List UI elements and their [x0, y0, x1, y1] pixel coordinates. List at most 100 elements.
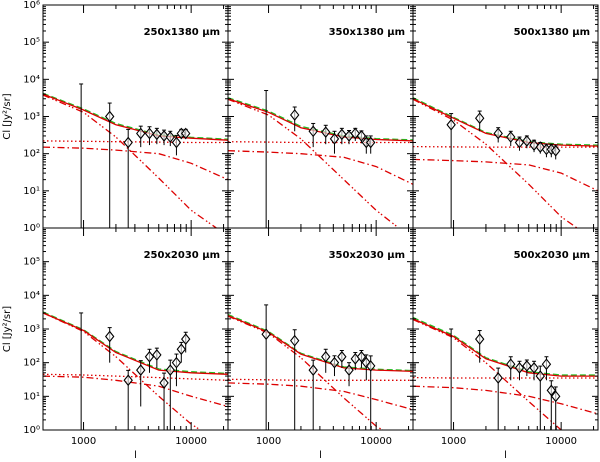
x-tick-label: 10000 [360, 436, 392, 447]
data-point [308, 364, 318, 377]
y-axis-label: Cl [Jy²/sr] [2, 93, 13, 139]
x-tick-label: 1000 [441, 436, 466, 447]
data-point [165, 131, 175, 143]
data-point [289, 109, 300, 121]
data-point [165, 364, 175, 377]
data-point [535, 370, 545, 382]
x-tick-label: 10000 [545, 436, 577, 447]
x-tick-label: 1000 [71, 436, 96, 447]
model-curve [43, 92, 228, 140]
data-point [329, 356, 340, 369]
panel-title: 350x1380 µm [329, 27, 405, 38]
model-curve [228, 150, 413, 185]
x-tick-label: 10000 [175, 436, 207, 447]
x-tick-label: 1000 [256, 436, 281, 447]
data-point [104, 110, 115, 123]
model-curve [228, 141, 413, 144]
panel-title: 250x1380 µm [144, 27, 220, 38]
y-tick-label: 10² [23, 149, 40, 160]
y-tick-label: 10³ [23, 112, 40, 123]
y-tick-label: 10⁴ [23, 74, 40, 85]
model-curve [43, 93, 228, 141]
data-point [337, 128, 347, 141]
data-point [104, 330, 115, 343]
model-curve [228, 314, 413, 373]
model-curve [413, 145, 598, 148]
model-curve [413, 98, 579, 228]
model-curve [43, 375, 228, 408]
model-curve [228, 98, 400, 228]
data-point [546, 384, 557, 397]
y-tick-label: 10² [23, 358, 40, 369]
data-point [329, 132, 340, 145]
plot-area [228, 90, 413, 228]
data-point [171, 136, 182, 149]
data-point [541, 358, 552, 371]
model-curve [413, 319, 563, 430]
data-point [366, 360, 376, 372]
data-point [152, 349, 162, 361]
x-axis-label: l [134, 450, 137, 461]
data-point [308, 125, 318, 138]
data-point [474, 333, 485, 346]
model-curve [228, 315, 385, 430]
data-point [522, 135, 532, 147]
data-point [261, 328, 271, 341]
data-point [506, 358, 516, 371]
panel-title: 250x2030 µm [144, 250, 220, 261]
data-point [551, 144, 561, 157]
model-curve [43, 312, 202, 430]
data-point [136, 364, 146, 377]
data-point [356, 350, 367, 363]
data-point [529, 362, 539, 374]
data-point [514, 362, 525, 374]
data-point [321, 126, 331, 138]
model-curve [228, 97, 413, 141]
data-point [356, 130, 367, 142]
data-point [321, 350, 331, 363]
data-point [551, 390, 561, 403]
data-point [136, 127, 146, 140]
model-curve [413, 316, 598, 376]
y-tick-label: 10⁴ [23, 290, 40, 301]
data-point [446, 118, 456, 131]
model-curve [43, 312, 228, 375]
data-point [176, 343, 187, 356]
y-tick-label: 10¹ [23, 186, 40, 197]
data-point [171, 356, 182, 369]
model-curve [228, 382, 413, 411]
panel-frame [412, 4, 599, 229]
data-point [337, 350, 347, 363]
data-point [123, 374, 133, 387]
data-point [493, 372, 503, 384]
plot-area [413, 97, 598, 228]
model-curve [43, 140, 228, 144]
data-point [522, 360, 532, 372]
data-point [289, 334, 300, 347]
y-tick-label: 10⁵ [23, 257, 40, 268]
data-point [181, 333, 191, 346]
data-point [366, 136, 376, 149]
y-tick-label: 10¹ [23, 391, 40, 402]
data-point [159, 130, 169, 142]
data-point [493, 127, 503, 140]
data-point [506, 131, 516, 143]
model-curve [228, 313, 413, 372]
x-axis-label: l [319, 450, 322, 461]
plot-area [43, 83, 228, 228]
y-tick-label: 10³ [23, 324, 40, 335]
y-tick-label: 10⁰ [23, 223, 40, 234]
panel-frame [412, 227, 599, 431]
model-curve [413, 158, 598, 192]
data-point [181, 127, 191, 140]
panel-title: 500x1380 µm [514, 27, 590, 38]
model-curve [228, 378, 413, 381]
model-curve [228, 98, 413, 142]
plot-area [228, 304, 413, 430]
panel-frame [42, 4, 229, 229]
data-point [159, 377, 169, 389]
data-point [144, 350, 155, 363]
model-curve [43, 311, 228, 375]
data-point [144, 127, 155, 140]
